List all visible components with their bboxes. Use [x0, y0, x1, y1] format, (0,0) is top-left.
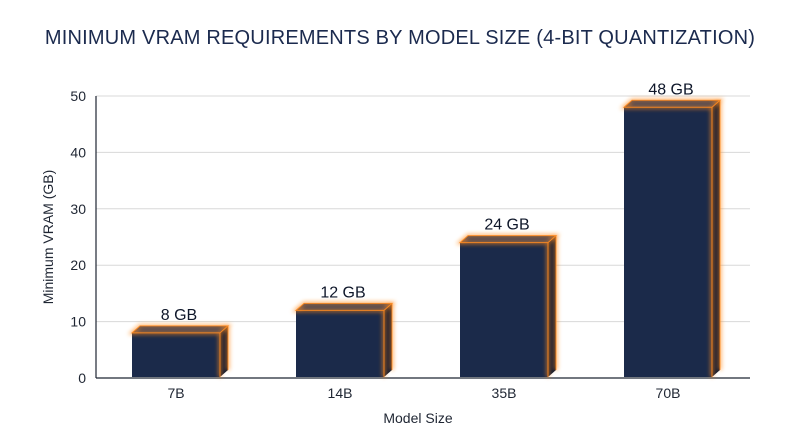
bar-front-face — [132, 332, 220, 377]
y-tick-label: 40 — [70, 144, 86, 160]
axes: 0 10 20 30 40 50 7B 14B 35B 70B — [70, 88, 750, 401]
bar-top-face — [624, 100, 720, 108]
data-labels: 8 GB 12 GB 24 GB 48 GB — [161, 81, 694, 324]
data-label: 12 GB — [320, 284, 365, 301]
y-tick-label: 20 — [70, 257, 86, 273]
bars — [128, 98, 724, 377]
bar-edge-highlight — [622, 99, 722, 377]
y-tick-label: 10 — [70, 314, 86, 330]
x-tick-label: 7B — [167, 385, 184, 401]
y-tick-label: 30 — [70, 201, 86, 217]
bar-front-face — [296, 310, 384, 377]
bar — [456, 234, 560, 377]
bar-edge-highlight — [458, 235, 558, 377]
data-label: 48 GB — [648, 81, 693, 98]
y-axis-label: Minimum VRAM (GB) — [40, 170, 56, 305]
bar-edge-highlight — [294, 302, 394, 377]
bar-front-face — [624, 107, 712, 377]
data-label: 24 GB — [484, 217, 529, 234]
bar-edge-highlight — [130, 325, 230, 377]
x-axis-label: Model Size — [383, 410, 452, 426]
chart-title: MINIMUM VRAM REQUIREMENTS BY MODEL SIZE … — [45, 27, 755, 49]
y-tick-label: 50 — [70, 88, 86, 104]
data-label: 8 GB — [161, 307, 197, 324]
y-tick-label: 0 — [78, 370, 86, 386]
bar-side-face — [220, 325, 228, 377]
bar-front-face — [460, 242, 548, 377]
bar — [620, 98, 724, 377]
bar-top-face — [132, 325, 228, 333]
bar-top-face — [460, 235, 556, 243]
bar-top-face — [296, 303, 392, 311]
x-tick-label: 35B — [492, 385, 517, 401]
bar-side-face — [548, 235, 556, 377]
bar-side-face — [712, 100, 720, 377]
x-tick-label: 70B — [656, 385, 681, 401]
bar — [128, 324, 232, 377]
bar-side-face — [384, 303, 392, 377]
x-tick-label: 14B — [328, 385, 353, 401]
bar — [292, 301, 396, 377]
